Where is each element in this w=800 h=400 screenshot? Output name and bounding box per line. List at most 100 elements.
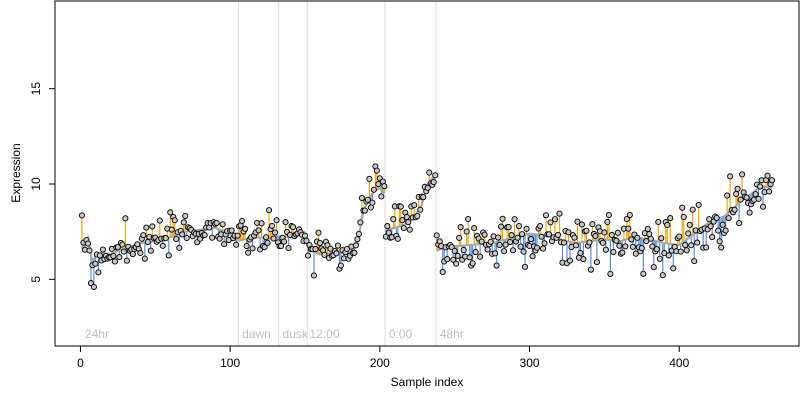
data-point [511, 216, 518, 223]
data-point [451, 247, 458, 254]
data-point [547, 219, 554, 226]
data-point [719, 221, 726, 228]
data-point [724, 192, 731, 199]
data-point [593, 259, 600, 266]
data-point [638, 245, 645, 252]
segment-label: dawn [242, 327, 271, 341]
data-point [285, 245, 292, 252]
data-point [176, 244, 183, 251]
data-point [760, 203, 767, 210]
data-point [426, 169, 433, 176]
data-point [523, 225, 530, 232]
data-point [634, 234, 641, 241]
data-point [406, 226, 413, 233]
data-point [84, 240, 91, 247]
data-point [623, 216, 630, 223]
data-point [140, 232, 147, 239]
data-point [357, 219, 364, 226]
data-point [129, 251, 136, 258]
data-point [520, 248, 527, 255]
data-point [405, 219, 412, 226]
data-point [522, 263, 529, 270]
data-point [604, 218, 611, 226]
data-point [96, 252, 103, 259]
data-point [539, 245, 547, 252]
data-point [551, 216, 559, 223]
data-point [243, 242, 250, 250]
y-axis-title: Expression [9, 143, 23, 202]
data-point [354, 236, 361, 243]
data-point [370, 186, 377, 193]
data-point [602, 246, 609, 253]
data-point [725, 215, 732, 222]
data-point [580, 256, 587, 263]
data-point [165, 252, 172, 259]
data-point [682, 242, 689, 249]
data-point [414, 213, 421, 220]
data-point [608, 231, 615, 239]
data-point [599, 239, 606, 246]
data-point [333, 250, 340, 257]
data-point [400, 225, 407, 232]
data-point [746, 209, 753, 216]
data-point [496, 241, 503, 248]
data-point [508, 232, 515, 239]
data-point [613, 237, 620, 244]
x-tick-label: 100 [220, 356, 240, 370]
data-point [123, 257, 130, 264]
data-point [516, 222, 523, 230]
data-point [689, 206, 696, 213]
data-point [766, 188, 773, 195]
data-point [147, 247, 154, 254]
data-point [144, 238, 151, 246]
data-point [366, 175, 373, 182]
data-point [769, 177, 776, 184]
data-point [715, 227, 722, 234]
data-point [159, 242, 166, 249]
data-point [221, 241, 228, 248]
data-point [369, 199, 376, 206]
data-point [574, 218, 581, 225]
data-point [99, 246, 106, 253]
data-point [499, 215, 506, 222]
data-point [242, 225, 249, 232]
data-point [245, 249, 252, 256]
x-tick-label: 0 [77, 356, 84, 370]
data-point [752, 191, 759, 198]
axes-layer: 0 100 200 300 400 5 10 15 [29, 82, 690, 370]
data-point [394, 235, 401, 242]
data-point [116, 254, 123, 261]
data-point [233, 241, 240, 248]
data-point [677, 248, 684, 255]
data-point [554, 231, 562, 238]
data-point [653, 246, 660, 253]
data-point [565, 229, 572, 236]
data-point [501, 248, 508, 255]
data-point [399, 217, 406, 224]
data-point [605, 211, 612, 219]
data-point [156, 217, 163, 224]
data-point [731, 206, 738, 213]
data-point [456, 234, 463, 241]
data-point [533, 244, 541, 251]
data-point [270, 235, 277, 242]
data-point [649, 243, 656, 250]
data-point [755, 195, 762, 202]
data-point [228, 227, 235, 234]
data-point [304, 252, 312, 259]
data-point [310, 272, 318, 279]
data-point [706, 216, 713, 223]
data-point [466, 254, 473, 261]
data-point [351, 249, 358, 256]
data-point [450, 256, 457, 263]
data-point [171, 217, 178, 224]
data-point [628, 236, 635, 243]
data-point [709, 234, 716, 241]
data-point [659, 272, 666, 279]
data-point [536, 223, 544, 230]
data-point [219, 221, 226, 228]
data-point [626, 211, 633, 219]
data-point [471, 225, 478, 232]
data-point [695, 201, 702, 208]
data-point [213, 219, 220, 226]
